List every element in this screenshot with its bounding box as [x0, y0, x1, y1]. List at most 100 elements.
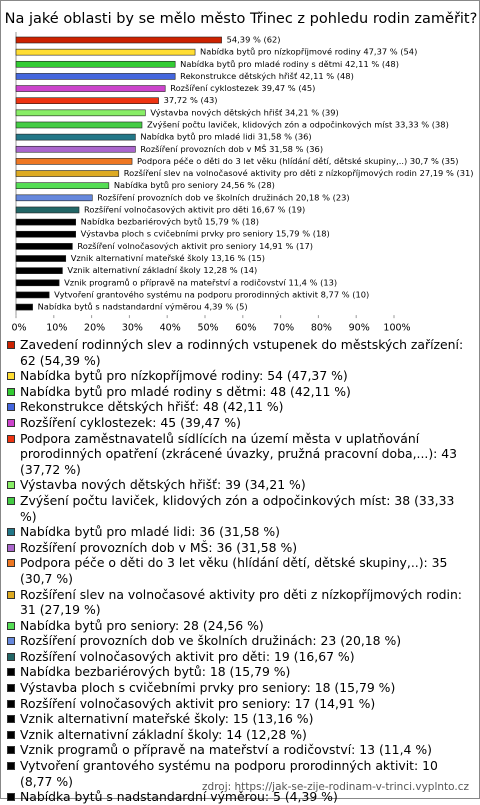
legend-swatch: [7, 543, 15, 552]
legend: Zavedení rodinných slev a rodinných vstu…: [7, 337, 473, 805]
value-label: Rozšíření provozních dob ve školních dru…: [97, 192, 349, 202]
source: zdroj: https://jak-se-zije-rodinam-v-tri…: [202, 781, 469, 793]
legend-label: Rozšíření slev na volnočasové aktivity p…: [20, 586, 462, 618]
legend-swatch: [7, 730, 15, 739]
legend-swatch: [7, 637, 15, 646]
value-label: Rozšíření volnočasových aktivit pro děti…: [84, 204, 305, 214]
bar: [15, 170, 120, 177]
value-label: Vznik alternativní základní školy 12,28 …: [67, 265, 257, 275]
legend-item: Nabídka bytů pro mladé lidi: 36 (31,58 %…: [7, 524, 473, 540]
bar: [15, 243, 73, 250]
x-tick-label: 50%: [197, 323, 218, 334]
legend-label: Nabídka bytů pro mladé rodiny s dětmi: 4…: [20, 383, 351, 399]
bar: [15, 267, 63, 274]
value-label: Nabídka bytů pro mladé rodiny s dětmi 42…: [180, 59, 399, 69]
value-label: Rozšíření provozních dob v MŠ 31,58 % (3…: [140, 143, 323, 154]
legend-item: Nabídka bytů pro nízkopříjmové rodiny: 5…: [7, 368, 473, 384]
legend-item: Vznik alternativní základní školy: 14 (1…: [7, 727, 473, 743]
legend-label: Rekonstrukce dětských hřišť: 48 (42,11 %…: [20, 399, 284, 415]
bar: [15, 158, 133, 165]
legend-item: Vznik alternativní mateřské školy: 15 (1…: [7, 711, 473, 727]
value-label: Nabídka bytů pro mladé lidi 31,58 % (36): [140, 132, 311, 142]
legend-label: Vznik programů o přípravě na mateřství a…: [20, 742, 432, 758]
legend-swatch: [7, 559, 15, 568]
legend-swatch: [7, 762, 15, 771]
legend-item: Výstavba ploch s cvičebními prvky pro se…: [7, 680, 473, 696]
x-tick-label: 90%: [349, 323, 370, 334]
x-tick-label: 40%: [160, 323, 181, 334]
legend-swatch: [7, 715, 15, 724]
x-tick-label: 30%: [122, 323, 143, 334]
value-label: Rozšíření slev na volnočasové aktivity p…: [124, 168, 474, 178]
legend-item: Podpora zaměstnavatelů sídlících na územ…: [7, 431, 473, 478]
legend-item: Rozšíření volnočasových aktivit pro seni…: [7, 696, 473, 712]
bar: [15, 303, 33, 311]
bar: [15, 218, 76, 226]
legend-item: Nabídka bezbariérových bytů: 18 (15,79 %…: [7, 664, 473, 680]
bar: [15, 279, 60, 287]
x-tick-label: 100%: [383, 323, 410, 334]
legend-label: Podpora péče o děti do 3 let věku (hlídá…: [20, 555, 448, 586]
legend-swatch: [7, 684, 15, 693]
legend-label: Výstavba ploch s cvičebními prvky pro se…: [20, 680, 396, 696]
value-label: Nabídka bezbariérových bytů 15,79 % (18): [81, 217, 259, 227]
x-tick-label: 10%: [46, 323, 67, 334]
bar: [15, 60, 176, 68]
legend-label: Rozšíření provozních dob ve školních dru…: [20, 633, 402, 649]
chart-title: Na jaké oblasti by se mělo město Třinec …: [5, 11, 478, 27]
value-label: Vytvoření grantového systému na podporu …: [54, 289, 369, 299]
bar: [15, 145, 136, 153]
x-tick-label: 80%: [311, 323, 332, 334]
bar: [15, 230, 76, 238]
legend-label: Vytvoření grantového systému na podporu …: [20, 758, 438, 789]
value-label: Výstavba nových dětských hřišť 34,21 % (…: [150, 107, 338, 117]
bar: [15, 206, 80, 214]
legend-item: Rozšíření provozních dob ve školních dru…: [7, 633, 473, 649]
legend-swatch: [7, 590, 15, 599]
legend-label: Nabídka bytů pro nízkopříjmové rodiny: 5…: [20, 368, 348, 384]
bar: [15, 48, 196, 56]
legend-label: Nabídka bytů pro mladé lidi: 36 (31,58 %…: [20, 524, 280, 540]
legend-item: Vytvoření grantového systému na podporu …: [7, 758, 473, 789]
value-label: Vznik programů o přípravě na mateřství a…: [64, 277, 337, 287]
value-label: Podpora péče o děti do 3 let věku (hlídá…: [137, 156, 459, 166]
legend-swatch: [7, 403, 15, 412]
legend-label: Rozšíření cyklostezek: 45 (39,47 %): [20, 414, 241, 430]
legend-item: Rozšíření volnočasových aktivit pro děti…: [7, 649, 473, 665]
legend-item: Zavedení rodinných slev a rodinných vstu…: [7, 337, 473, 368]
legend-swatch: [7, 793, 15, 802]
x-tick-label: 20%: [84, 323, 105, 334]
legend-swatch: [7, 387, 15, 396]
value-label: Zvýšení počtu laviček, klidových zón a o…: [147, 119, 449, 129]
legend-swatch: [7, 746, 15, 755]
legend-swatch: [7, 372, 15, 381]
legend-swatch: [7, 418, 15, 427]
legend-swatch: [7, 699, 15, 708]
value-label: 54,39 % (62): [227, 35, 281, 45]
value-label: Nabídka bytů pro seniory 24,56 % (28): [114, 180, 275, 190]
legend-label: Rozšíření provozních dob v MŠ: 36 (31,58…: [20, 539, 298, 555]
legend-swatch: [7, 668, 15, 677]
legend-label: Zvýšení počtu laviček, klidových zón a o…: [20, 492, 455, 524]
bar: [15, 109, 146, 117]
legend-item: Podpora péče o děti do 3 let věku (hlídá…: [7, 555, 473, 586]
x-tick-label: 60%: [235, 323, 256, 334]
x-tick-label: 70%: [273, 323, 294, 334]
legend-swatch: [7, 341, 15, 349]
legend-item: Výstavba nových dětských hřišť: 39 (34,2…: [7, 477, 473, 493]
legend-swatch: [7, 496, 15, 505]
chart: Na jaké oblasti by se mělo město Třinec …: [5, 11, 478, 334]
legend-label: Rozšíření volnočasových aktivit pro děti…: [20, 648, 355, 664]
bar: [15, 255, 67, 262]
bar: [15, 73, 176, 80]
legend-label: Nabídka bytů pro seniory: 28 (24,56 %): [20, 617, 264, 633]
bar: [15, 121, 143, 129]
value-label: Nabídka bytů pro nízkopříjmové rodiny 47…: [200, 47, 417, 57]
value-label: Rekonstrukce dětských hřišť 42,11 % (48): [180, 71, 354, 81]
legend-swatch: [7, 528, 15, 537]
legend-swatch: [7, 481, 15, 490]
legend-item: Nabídka bytů pro seniory: 28 (24,56 %): [7, 618, 473, 634]
legend-item: Rozšíření provozních dob v MŠ: 36 (31,58…: [7, 540, 473, 556]
value-label: Nabídka bytů s nadstandardní výměrou 4,3…: [38, 302, 248, 312]
